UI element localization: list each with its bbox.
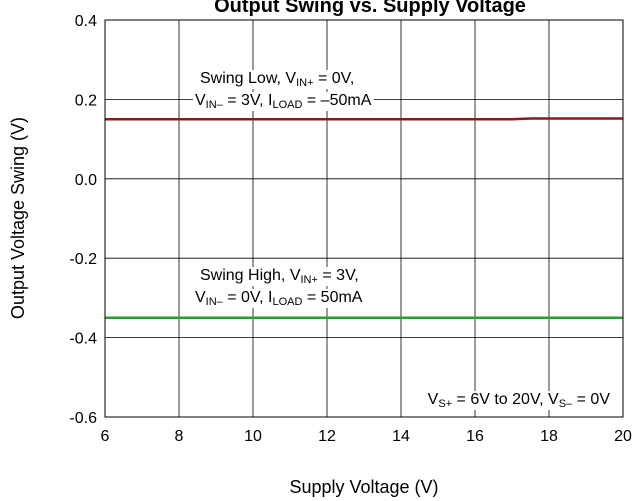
annotation-subscript: IN+ [301, 274, 318, 286]
annotation-part: = 0V, I [223, 289, 273, 306]
annotation-subscript: LOAD [272, 296, 302, 308]
x-tick-label: 14 [392, 428, 410, 445]
y-tick-label: 0.2 [75, 92, 97, 109]
annotation-text: Swing Low, VIN+ = 0V, [200, 70, 354, 89]
annotation: VIN– = 0V, ILOAD = 50mA [193, 289, 365, 308]
annotation-background [198, 267, 361, 286]
annotation: Swing High, VIN+ = 3V, [198, 267, 361, 286]
annotation-part: Swing Low, V [200, 70, 296, 87]
annotation-background [193, 289, 365, 308]
annotation-text: VS+ = 6V to 20V, VS– = 0V [428, 391, 611, 410]
annotation-subscript: IN– [206, 296, 224, 308]
annotation-part: Swing High, V [200, 267, 301, 284]
x-tick-label: 16 [466, 428, 484, 445]
annotation: VIN– = 3V, ILOAD = –50mA [193, 92, 374, 111]
annotation-part: = 6V to 20V, V [452, 391, 559, 408]
annotation: VS+ = 6V to 20V, VS– = 0V [425, 391, 613, 410]
chart-title: Output Swing vs. Supply Voltage [214, 0, 526, 17]
annotation-subscript: IN– [206, 99, 224, 111]
annotation-subscript: S+ [438, 398, 452, 410]
y-axis-label: Output Voltage Swing (V) [8, 117, 28, 319]
x-tick-label: 18 [540, 428, 558, 445]
annotation-part: = –50mA [302, 92, 371, 109]
annotation-background [425, 391, 613, 410]
annotation-part: = 3V, I [223, 92, 273, 109]
x-tick-label: 20 [614, 428, 632, 445]
plot-frame [104, 19, 624, 418]
x-tick-label: 10 [244, 428, 262, 445]
x-tick-label: 8 [175, 428, 184, 445]
x-tick-label: 12 [318, 428, 336, 445]
annotation-background [198, 70, 357, 89]
y-tick-label: -0.4 [69, 331, 97, 348]
y-tick-label: -0.2 [69, 251, 97, 268]
y-tick-label: -0.6 [69, 410, 97, 427]
y-tick-label: 0.4 [75, 13, 97, 30]
annotation-text: VIN– = 3V, ILOAD = –50mA [195, 92, 372, 111]
annotation-part: = 3V, [318, 267, 359, 284]
annotation-subscript: IN+ [296, 77, 313, 89]
annotation-part: V [195, 289, 206, 306]
x-axis-label: Supply Voltage (V) [289, 477, 438, 497]
annotation-part: = 0V [572, 391, 610, 408]
x-tick-label: 6 [101, 428, 110, 445]
annotation-subscript: S– [559, 398, 573, 410]
annotation-text: Swing High, VIN+ = 3V, [200, 267, 359, 286]
annotation-text: VIN– = 0V, ILOAD = 50mA [195, 289, 363, 308]
series-line [105, 117, 623, 121]
annotation-subscript: LOAD [272, 99, 302, 111]
annotation-part: = 0V, [314, 70, 355, 87]
annotation-background [193, 92, 374, 111]
annotation-part: V [195, 92, 206, 109]
annotation: Swing Low, VIN+ = 0V, [198, 70, 357, 89]
y-tick-label: 0.0 [75, 172, 97, 189]
annotation-part: V [428, 391, 439, 408]
annotation-part: = 50mA [302, 289, 362, 306]
